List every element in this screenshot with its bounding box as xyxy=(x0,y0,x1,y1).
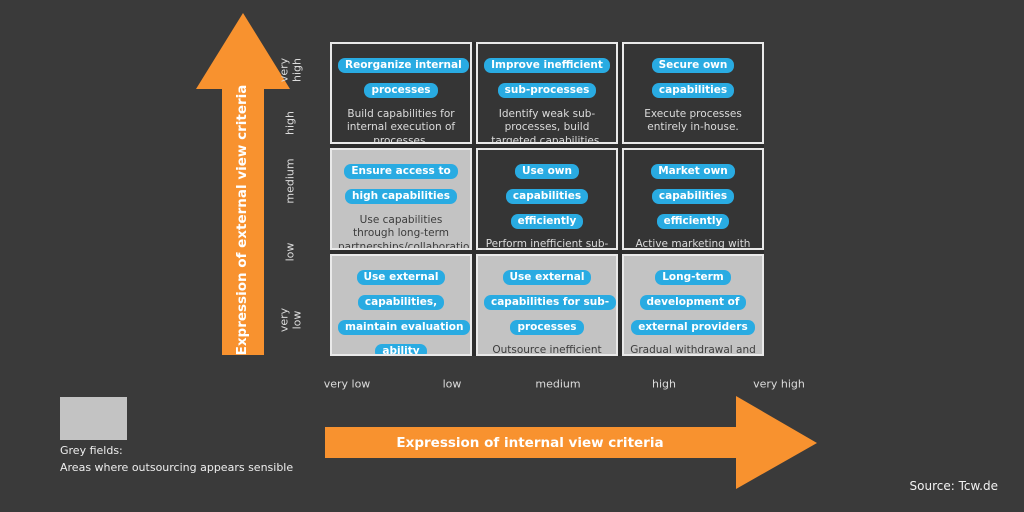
cell-title-badge: Improve inefficient sub-processes xyxy=(484,58,610,98)
cell-title-badge: Use external capabilities for sub-proces… xyxy=(484,270,616,335)
cell-title-badge: Long-term development of external provid… xyxy=(631,270,755,335)
cell-title-badge: Ensure access to high capabilities xyxy=(344,164,458,204)
matrix-cell-reorganize-internal-processes: Reorganize internal processes Build capa… xyxy=(330,42,472,144)
y-axis-label-very-low: very low xyxy=(277,307,303,333)
cell-description: Execute processes entirely in-house. xyxy=(644,107,742,134)
x-axis-label-very-low: very low xyxy=(323,377,371,391)
cell-description: Active marketing with capacity building … xyxy=(635,238,751,250)
y-axis-title: Expression of external view criteria xyxy=(234,84,250,356)
cell-title-badge: Use external capabilities, maintain eval… xyxy=(338,270,470,354)
cell-description: Gradual withdrawal and targeted developm… xyxy=(630,344,756,356)
matrix-cell-use-own-capabilities-efficiently: Use own capabilities efficiently Perform… xyxy=(476,148,618,250)
cell-title-badge: Secure own capabilities xyxy=(651,58,735,98)
matrix-cell-use-external-capabilities-maintain-evaluation: Use external capabilities, maintain eval… xyxy=(330,254,472,356)
cell-title-badge: Reorganize internal processes xyxy=(338,58,469,98)
x-axis-label-high: high xyxy=(652,377,676,391)
matrix-cell-market-own-capabilities-efficiently: Market own capabilities efficiently Acti… xyxy=(622,148,764,250)
legend-description: Areas where outsourcing appears sensible xyxy=(60,461,294,474)
right-arrow-icon xyxy=(325,396,817,489)
y-axis-label-low: low xyxy=(283,242,297,262)
cell-description: Outsource inefficient sub-processes, ret… xyxy=(492,344,602,356)
matrix-cell-improve-inefficient-sub-processes: Improve inefficient sub-processes Identi… xyxy=(476,42,618,144)
cell-description: Build capabilities for internal executio… xyxy=(346,107,456,144)
y-axis-label-very-high: very high xyxy=(277,57,303,83)
x-axis-label-very-high: very high xyxy=(753,377,805,391)
matrix-cell-use-external-capabilities-for-sub-processes: Use external capabilities for sub-proces… xyxy=(476,254,618,356)
legend-grey-swatch xyxy=(60,397,127,440)
matrix-cell-long-term-development-of-external-providers: Long-term development of external provid… xyxy=(622,254,764,356)
up-arrow-icon xyxy=(196,13,290,355)
y-axis-label-medium: medium xyxy=(283,158,297,204)
legend-title: Grey fields: xyxy=(60,444,123,457)
matrix-cell-ensure-access-to-high-capabilities: Ensure access to high capabilities Use c… xyxy=(330,148,472,250)
matrix-grid: Reorganize internal processes Build capa… xyxy=(330,42,764,356)
cell-title-badge: Market own capabilities efficiently xyxy=(651,164,735,229)
source-credit: Source: Tcw.de xyxy=(909,479,999,493)
x-axis-title: Expression of internal view criteria xyxy=(396,435,664,451)
x-axis-label-medium: medium xyxy=(535,377,581,391)
x-axis-label-low: low xyxy=(442,377,462,391)
matrix-cell-secure-own-capabilities: Secure own capabilities Execute processe… xyxy=(622,42,764,144)
cell-description: Perform inefficient sub-processes via co… xyxy=(485,238,609,250)
cell-description: Use capabilities through long-term partn… xyxy=(338,213,472,250)
cell-title-badge: Use own capabilities efficiently xyxy=(505,164,589,229)
cell-description: Identify weak sub-processes, build targe… xyxy=(491,107,603,144)
y-axis-label-high: high xyxy=(283,111,297,135)
